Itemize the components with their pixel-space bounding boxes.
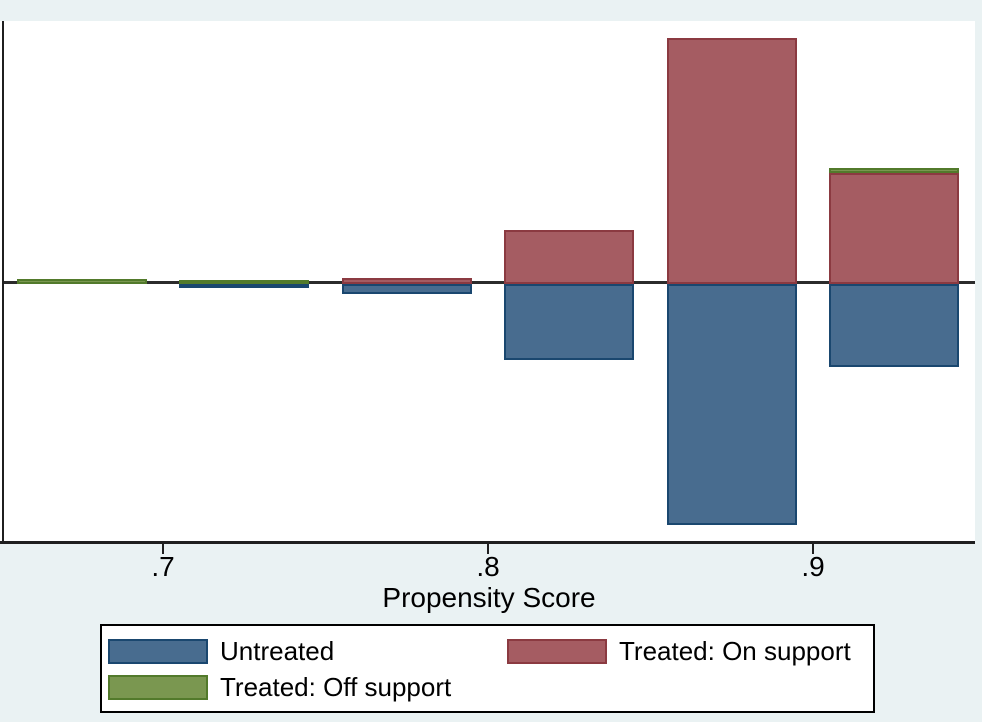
bar-untreated — [179, 284, 310, 288]
bar-treated-on-support — [666, 38, 797, 284]
plot-area — [0, 21, 975, 544]
x-tick — [812, 543, 814, 554]
bar-treated-on-support — [341, 278, 472, 284]
x-tick-label: .9 — [801, 551, 825, 582]
x-tick-label: .8 — [476, 551, 500, 582]
bar-untreated — [829, 284, 960, 367]
x-tick — [162, 543, 164, 554]
legend-label-treated-off-support: Treated: Off support — [220, 672, 452, 702]
bar-treated-on-support — [504, 230, 635, 284]
bar-treated-off-support — [179, 280, 310, 284]
y-axis-line — [2, 21, 4, 542]
zero-line — [2, 281, 975, 284]
x-axis-title: Propensity Score — [382, 582, 596, 613]
legend-box: Untreated Treated: On support Treated: O… — [100, 624, 875, 713]
bar-untreated — [504, 284, 635, 360]
bar-untreated — [341, 284, 472, 294]
legend-label-untreated: Untreated — [220, 636, 335, 666]
treated-on-support-swatch — [507, 639, 607, 664]
bar-treated-off-support — [16, 279, 147, 284]
legend-label-treated-on-support: Treated: On support — [619, 636, 851, 666]
x-tick-label: .7 — [151, 551, 175, 582]
untreated-swatch — [108, 639, 208, 664]
bar-treated-off-support — [829, 168, 960, 173]
bar-treated-on-support — [829, 173, 960, 284]
treated-off-support-swatch — [108, 675, 208, 700]
x-axis-line — [0, 541, 975, 544]
bar-untreated — [666, 284, 797, 525]
x-tick — [487, 543, 489, 554]
